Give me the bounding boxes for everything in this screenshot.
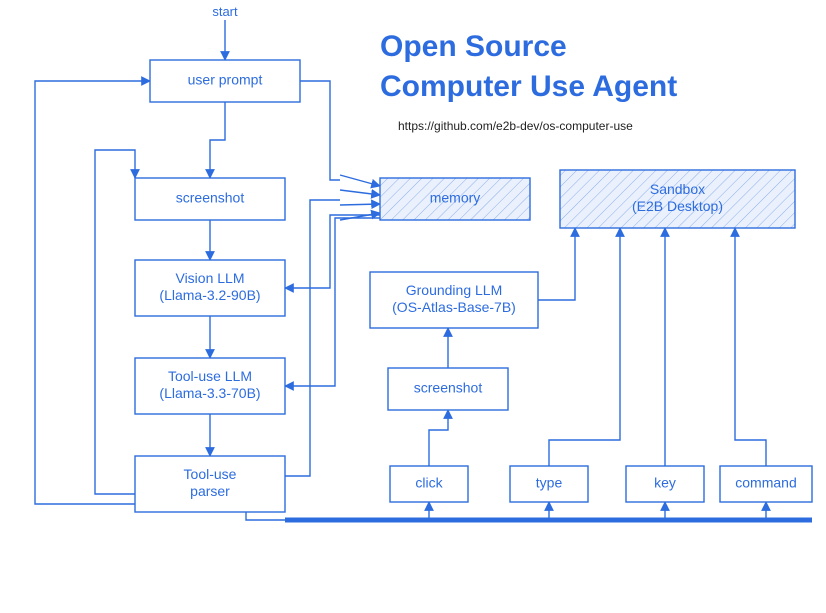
edge-parser-to-bar [246, 512, 285, 520]
node-sandbox: Sandbox(E2B Desktop) [560, 170, 795, 228]
node-command-label-0: command [735, 475, 796, 491]
node-type: type [510, 466, 588, 502]
edge-type-to-sandbox [549, 228, 620, 466]
edge-mem-to-vision [285, 215, 380, 288]
node-screenshot1-label-0: screenshot [176, 190, 245, 206]
edge-parser-loop-short [95, 150, 135, 494]
edge-mem-in-3 [340, 204, 380, 205]
node-tooluse_parser-label-1: parser [190, 483, 230, 499]
node-tooluse_llm: Tool-use LLM(Llama-3.3-70B) [135, 358, 285, 414]
edge-click-to-screenshot2 [429, 410, 448, 466]
node-tooluse_llm-label-1: (Llama-3.3-70B) [159, 385, 260, 401]
edge-mem-to-tooluse [285, 218, 380, 386]
node-vision_llm: Vision LLM(Llama-3.2-90B) [135, 260, 285, 316]
node-tooluse_parser-label-0: Tool-use [184, 466, 237, 482]
node-tooluse_llm-label-0: Tool-use LLM [168, 368, 252, 384]
edge-parser-loop-long [35, 81, 150, 504]
edge-cmd-to-sandbox [735, 228, 766, 466]
diagram-title-line1: Open Source [380, 30, 567, 63]
node-grounding_llm-label-0: Grounding LLM [406, 282, 503, 298]
start-label: start [212, 4, 238, 19]
node-type-label-0: type [536, 475, 563, 491]
node-click: click [390, 466, 468, 502]
node-sandbox-label-1: (E2B Desktop) [632, 198, 723, 214]
node-screenshot1: screenshot [135, 178, 285, 220]
node-user_prompt: user prompt [150, 60, 300, 102]
repo-url: https://github.com/e2b-dev/os-computer-u… [398, 119, 633, 133]
node-vision_llm-label-0: Vision LLM [175, 270, 244, 286]
flowchart-diagram: user promptscreenshotVision LLM(Llama-3.… [0, 0, 826, 613]
node-command: command [720, 466, 812, 502]
node-key: key [626, 466, 704, 502]
diagram-title-line2: Computer Use Agent [380, 70, 677, 103]
edge-mem-in-1 [340, 175, 380, 186]
node-click-label-0: click [415, 475, 443, 491]
node-screenshot2: screenshot [388, 368, 508, 410]
node-grounding_llm-label-1: (OS-Atlas-Base-7B) [392, 299, 516, 315]
node-memory-label-0: memory [430, 190, 481, 206]
edge-user-to-screenshot [210, 102, 225, 178]
node-user_prompt-label-0: user prompt [188, 72, 263, 88]
node-memory: memory [380, 178, 530, 220]
node-sandbox-label-0: Sandbox [650, 181, 705, 197]
edge-tooluse-feedback [285, 200, 340, 476]
node-vision_llm-label-1: (Llama-3.2-90B) [159, 287, 260, 303]
edge-mem-in-2 [340, 190, 380, 195]
edge-grounding-to-sandbox [538, 228, 575, 300]
node-grounding_llm: Grounding LLM(OS-Atlas-Base-7B) [370, 272, 538, 328]
edge-user-feedback [300, 81, 340, 180]
node-key-label-0: key [654, 475, 676, 491]
edge-mem-in-4 [340, 213, 380, 220]
node-tooluse_parser: Tool-useparser [135, 456, 285, 512]
node-screenshot2-label-0: screenshot [414, 380, 483, 396]
